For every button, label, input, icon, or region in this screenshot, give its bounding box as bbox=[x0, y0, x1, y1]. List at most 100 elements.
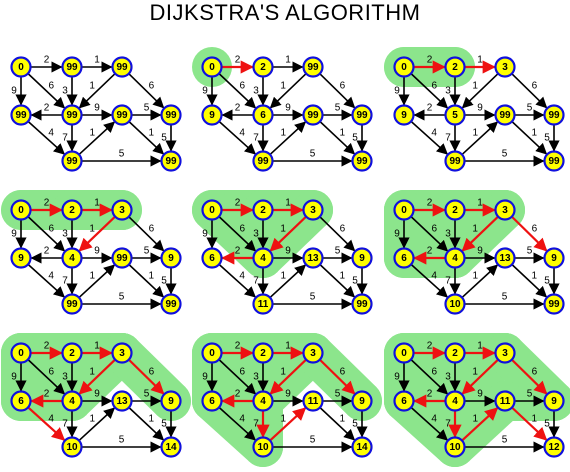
edge-weight-G-I: 5 bbox=[352, 133, 358, 144]
node-E: 4 bbox=[444, 247, 466, 269]
edge-weight-H-I: 5 bbox=[502, 149, 508, 160]
edge-weight-F-I: 1 bbox=[149, 413, 155, 424]
node-F: 99 bbox=[111, 247, 133, 269]
node-distance-label: 2 bbox=[452, 205, 458, 216]
edge-weight-C-G: 6 bbox=[532, 80, 538, 91]
node-circle bbox=[351, 247, 373, 269]
edge-weight-F-I: 1 bbox=[149, 270, 155, 281]
edge-F-I bbox=[319, 120, 356, 155]
edge-C-G bbox=[511, 358, 548, 395]
node-circle bbox=[160, 247, 182, 269]
edge-weight-A-E: 6 bbox=[432, 366, 438, 377]
edge-weight-A-E: 6 bbox=[432, 80, 438, 91]
edge-D-H bbox=[27, 263, 66, 298]
node-distance-label: 99 bbox=[116, 62, 128, 73]
node-distance-label: 6 bbox=[260, 110, 266, 121]
edge-weight-D-H: 4 bbox=[48, 413, 54, 424]
node-circle bbox=[160, 293, 182, 315]
node-A: 0 bbox=[201, 56, 223, 78]
node-circle bbox=[252, 436, 274, 458]
edge-weight-A-D: 9 bbox=[11, 229, 17, 240]
node-distance-label: 99 bbox=[449, 156, 461, 167]
node-circle bbox=[252, 199, 274, 221]
node-distance-label: 2 bbox=[260, 62, 266, 73]
node-distance-label: 9 bbox=[18, 253, 24, 264]
edge-weight-F-I: 1 bbox=[340, 413, 346, 424]
node-I: 99 bbox=[543, 150, 565, 172]
node-H: 10 bbox=[444, 436, 466, 458]
edge-weight-E-H: 7 bbox=[445, 276, 451, 287]
edge-weight-B-E: 3 bbox=[445, 86, 451, 97]
node-circle bbox=[543, 104, 565, 126]
node-circle bbox=[444, 56, 466, 78]
node-G: 9 bbox=[160, 390, 182, 412]
edge-F-I bbox=[511, 406, 548, 441]
edge-weight-F-G: 5 bbox=[144, 103, 150, 114]
edge-weight-E-H: 7 bbox=[62, 419, 68, 430]
node-H: 99 bbox=[61, 150, 83, 172]
edge-weight-E-F: 9 bbox=[285, 246, 291, 257]
edge-weight-E-H: 7 bbox=[253, 133, 259, 144]
edge-weight-B-C: 1 bbox=[94, 341, 100, 352]
edge-weight-E-D: 2 bbox=[44, 246, 50, 257]
edge-weight-A-B: 2 bbox=[235, 55, 241, 66]
edge-weight-A-B: 2 bbox=[44, 55, 50, 66]
node-H: 99 bbox=[444, 150, 466, 172]
node-circle bbox=[444, 150, 466, 172]
edge-D-H bbox=[218, 406, 257, 441]
edge-weight-H-F: 1 bbox=[280, 270, 286, 281]
edge-A-E bbox=[218, 72, 257, 109]
node-circle bbox=[543, 150, 565, 172]
node-F: 99 bbox=[302, 104, 324, 126]
edge-weight-A-E: 6 bbox=[240, 80, 246, 91]
node-circle bbox=[444, 199, 466, 221]
edge-weight-B-E: 3 bbox=[253, 229, 259, 240]
node-circle bbox=[444, 247, 466, 269]
node-circle bbox=[444, 104, 466, 126]
node-E: 4 bbox=[252, 390, 274, 412]
node-distance-label: 14 bbox=[165, 442, 177, 453]
edge-weight-B-C: 1 bbox=[477, 55, 483, 66]
edge-weight-A-D: 9 bbox=[11, 86, 17, 97]
edge-weight-E-H: 7 bbox=[445, 133, 451, 144]
node-circle bbox=[393, 247, 415, 269]
node-G: 9 bbox=[543, 247, 565, 269]
node-G: 99 bbox=[351, 104, 373, 126]
node-circle bbox=[61, 104, 83, 126]
edge-H-F bbox=[78, 407, 116, 442]
edge-weight-C-G: 6 bbox=[532, 223, 538, 234]
node-B: 2 bbox=[252, 56, 274, 78]
edge-weight-H-I: 5 bbox=[502, 435, 508, 446]
node-A: 0 bbox=[10, 56, 32, 78]
node-A: 0 bbox=[201, 199, 223, 221]
node-B: 99 bbox=[61, 56, 83, 78]
node-G: 9 bbox=[160, 247, 182, 269]
edge-weight-A-E: 6 bbox=[49, 366, 55, 377]
edge-C-G bbox=[511, 73, 548, 109]
node-E: 4 bbox=[61, 247, 83, 269]
node-circle bbox=[10, 342, 32, 364]
edge-weight-D-H: 4 bbox=[48, 270, 54, 281]
node-E: 99 bbox=[61, 104, 83, 126]
node-circle bbox=[61, 342, 83, 364]
node-circle bbox=[201, 390, 223, 412]
node-G: 9 bbox=[351, 390, 373, 412]
node-C: 3 bbox=[111, 342, 133, 364]
edge-weight-A-E: 6 bbox=[240, 223, 246, 234]
node-D: 9 bbox=[10, 247, 32, 269]
edge-weight-H-F: 1 bbox=[89, 127, 95, 138]
node-distance-label: 13 bbox=[116, 396, 128, 407]
node-I: 99 bbox=[351, 293, 373, 315]
edge-weight-A-E: 6 bbox=[49, 223, 55, 234]
edge-C-G bbox=[319, 216, 356, 252]
node-H: 10 bbox=[444, 293, 466, 315]
node-G: 99 bbox=[543, 104, 565, 126]
node-distance-label: 0 bbox=[18, 348, 24, 359]
node-distance-label: 99 bbox=[257, 156, 269, 167]
node-D: 6 bbox=[393, 247, 415, 269]
node-distance-label: 2 bbox=[452, 62, 458, 73]
node-I: 14 bbox=[160, 436, 182, 458]
node-distance-label: 9 bbox=[168, 253, 174, 264]
